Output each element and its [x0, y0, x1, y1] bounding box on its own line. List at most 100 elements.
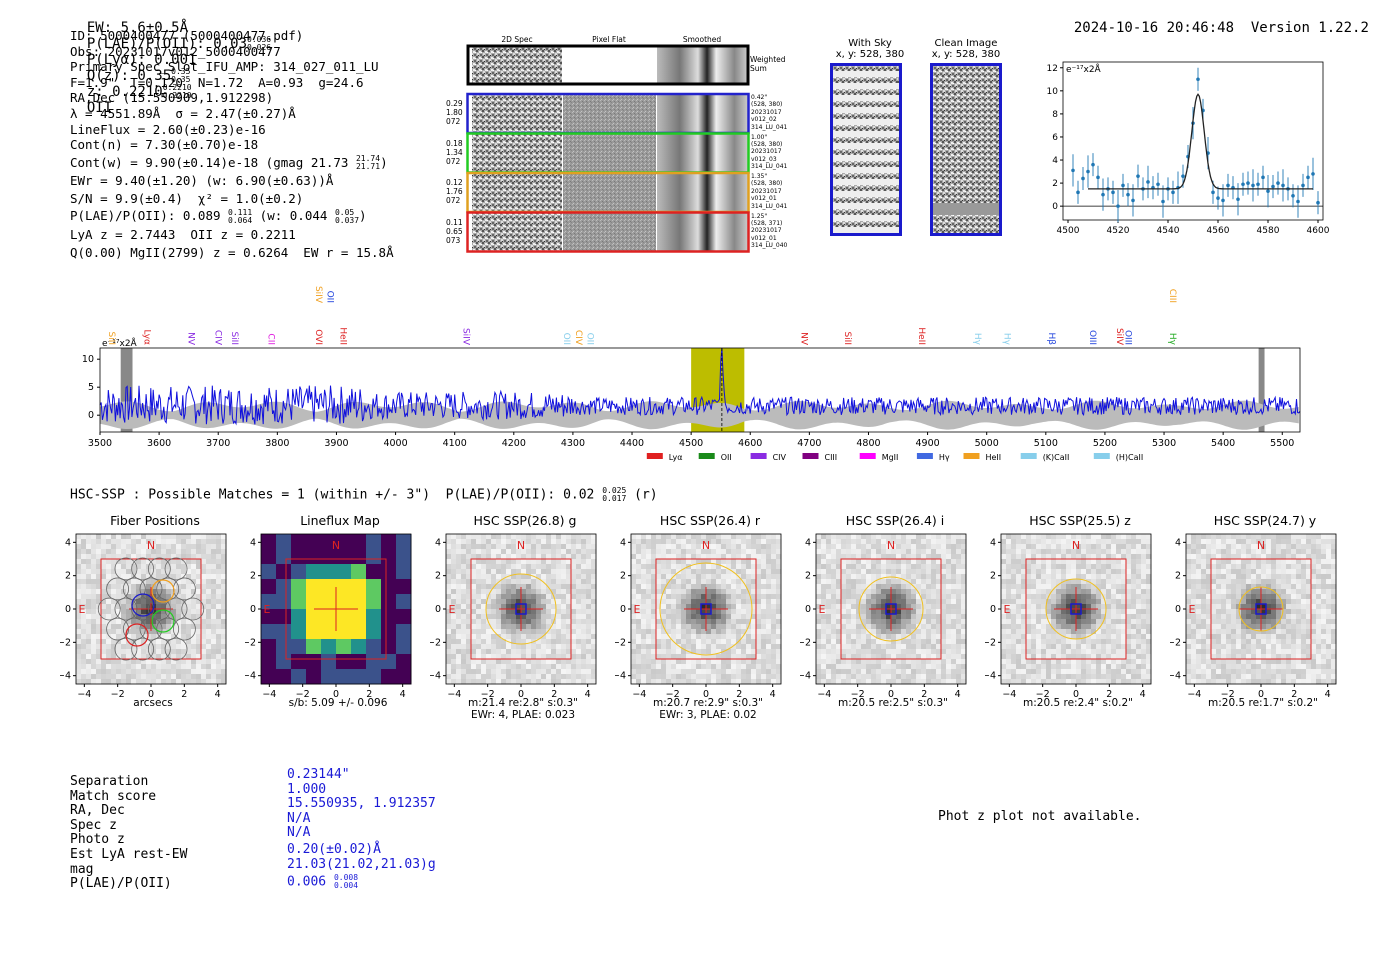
hsc-pixel	[886, 629, 892, 635]
info-plae-w-range: 0.05 0.037	[335, 208, 359, 225]
hsc-pixel	[1066, 559, 1072, 565]
hsc-pixel	[191, 679, 197, 685]
hsc-pixel	[1091, 609, 1097, 615]
hsc-pixel	[681, 564, 687, 570]
hsc-pixel	[671, 669, 677, 675]
hsc-pixel	[636, 594, 642, 600]
hsc-pixel	[221, 579, 227, 585]
spectrum-line-label: SiII	[106, 331, 116, 345]
hsc-pixel	[936, 674, 942, 680]
hsc-pixel	[576, 669, 582, 675]
hsc-pixel	[111, 584, 117, 590]
hsc-pixel	[951, 574, 957, 580]
hsc-pixel	[481, 584, 487, 590]
cutout-title-pixelflat: Pixel Flat	[592, 35, 626, 44]
hsc-pixel	[741, 619, 747, 625]
hsc-pixel	[1051, 574, 1057, 580]
hsc-pixel	[646, 624, 652, 630]
hsc-pixel	[896, 604, 902, 610]
hsc-pixel	[1106, 654, 1112, 660]
hsc-pixel	[691, 554, 697, 560]
hsc-pixel	[716, 659, 722, 665]
hsc-pixel	[761, 539, 767, 545]
hsc-pixel	[196, 569, 202, 575]
hsc-pixel	[941, 639, 947, 645]
hsc-pixel	[566, 664, 572, 670]
hsc-pixel	[821, 569, 827, 575]
hsc-pixel	[501, 534, 507, 540]
cutout-pixelflat	[563, 95, 656, 132]
hsc-pixel	[581, 629, 587, 635]
hsc-pixel	[676, 549, 682, 555]
hsc-pixel	[1096, 599, 1102, 605]
hsc-pixel	[1031, 534, 1037, 540]
hsc-pixel	[151, 654, 157, 660]
hsc-pixel	[111, 604, 117, 610]
hsc-pixel	[641, 664, 647, 670]
hsc-pixel	[491, 564, 497, 570]
cutout-2dspec	[472, 134, 562, 172]
compass-east: E	[79, 603, 86, 616]
hsc-pixel	[681, 559, 687, 565]
hsc-pixel	[1091, 639, 1097, 645]
hsc-pixel	[961, 674, 967, 680]
hsc-pixel	[676, 649, 682, 655]
hsc-pixel	[1076, 569, 1082, 575]
hsc-pixel	[741, 624, 747, 630]
hsc-pixel	[906, 549, 912, 555]
hsc-pixel	[456, 554, 462, 560]
hsc-pixel	[1096, 589, 1102, 595]
hsc-pixel	[661, 649, 667, 655]
hsc-pixel	[1111, 634, 1117, 640]
hsc-pixel	[106, 679, 112, 685]
zoom-data-point	[1301, 183, 1305, 188]
hsc-pixel	[666, 674, 672, 680]
hsc-pixel	[721, 554, 727, 560]
hsc-pixel	[941, 609, 947, 615]
hsc-pixel	[511, 674, 517, 680]
hsc-pixel	[476, 669, 482, 675]
hsc-pixel	[676, 639, 682, 645]
hsc-pixel	[756, 594, 762, 600]
hsc-pixel	[701, 664, 707, 670]
hsc-pixel	[886, 644, 892, 650]
hsc-pixel	[761, 639, 767, 645]
hsc-pixel	[726, 579, 732, 585]
hsc-pixel	[1036, 674, 1042, 680]
hsc-pixel	[1061, 619, 1067, 625]
hsc-pixel	[1006, 604, 1012, 610]
hsc-pixel	[876, 609, 882, 615]
hsc-pixel	[716, 544, 722, 550]
hsc-pixel	[556, 649, 562, 655]
hsc-xtick-label: 2	[366, 689, 372, 698]
hsc-pixel	[571, 644, 577, 650]
hsc-pixel	[746, 604, 752, 610]
hsc-pixel	[141, 654, 147, 660]
hsc-pixel	[116, 619, 122, 625]
hsc-pixel	[211, 619, 217, 625]
hsc-pixel	[481, 629, 487, 635]
zoom-data-point	[1126, 192, 1130, 197]
hsc-pixel	[701, 559, 707, 565]
hsc-pixel	[946, 549, 952, 555]
hsc-pixel	[856, 644, 862, 650]
hsc-pixel	[826, 544, 832, 550]
hsc-pixel	[1011, 609, 1017, 615]
hsc-pixel	[456, 619, 462, 625]
hsc-pixel	[141, 609, 147, 615]
hsc-pixel	[106, 604, 112, 610]
hsc-pixel	[666, 569, 672, 575]
hsc-pixel	[1096, 584, 1102, 590]
hsc-pixel	[526, 654, 532, 660]
hsc-pixel	[766, 649, 772, 655]
hsc-pixel	[746, 554, 752, 560]
hsc-pixel	[1116, 534, 1122, 540]
hsc-pixel	[1106, 584, 1112, 590]
hsc-pixel	[1076, 564, 1082, 570]
hsc-pixel	[461, 534, 467, 540]
hsc-pixel	[706, 644, 712, 650]
hsc-pixel	[661, 574, 667, 580]
hsc-pixel	[1096, 659, 1102, 665]
hsc-pixel	[1011, 549, 1017, 555]
hsc-pixel	[191, 639, 197, 645]
